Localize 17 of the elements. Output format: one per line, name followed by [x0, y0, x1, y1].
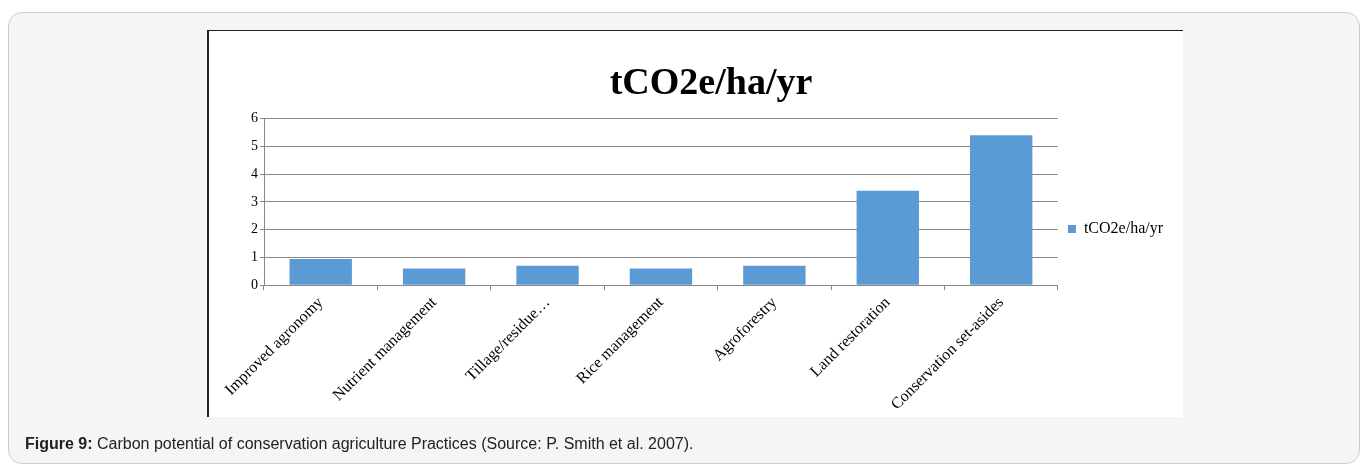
y-tick-label: 6	[251, 110, 258, 126]
bar	[516, 265, 579, 285]
y-tick-label: 0	[251, 276, 258, 292]
y-tick-label: 5	[251, 138, 258, 154]
bar	[856, 190, 919, 285]
bar	[970, 135, 1033, 285]
bar	[289, 258, 352, 285]
y-tick-label: 2	[251, 221, 258, 237]
bar	[402, 268, 466, 285]
y-tick-label: 1	[251, 249, 258, 265]
bar	[629, 268, 693, 285]
bar	[743, 265, 806, 285]
y-tick-label: 4	[251, 165, 258, 181]
chart-title: tCO2e/ha/yr	[609, 59, 813, 102]
y-tick-label: 3	[251, 193, 258, 209]
caption: Figure 9: Carbon potential of conservation agriculture Practices (Source: P. Smith et al. 2007).	[25, 435, 694, 453]
legend-label: tCO2e/ha/yr	[1083, 219, 1164, 238]
